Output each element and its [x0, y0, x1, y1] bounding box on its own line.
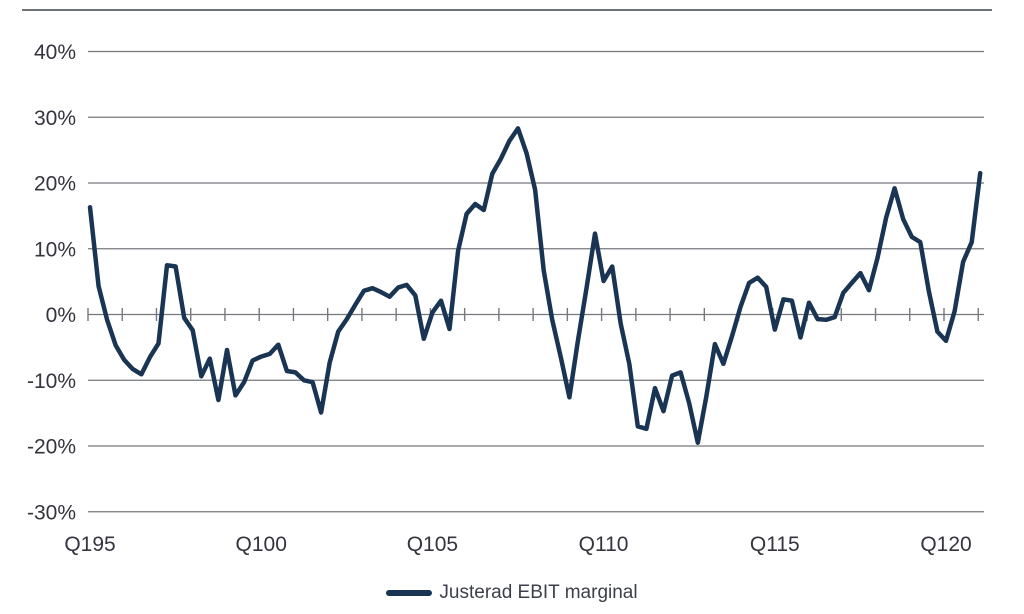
y-axis-label: -20%: [27, 436, 76, 459]
chart-legend: Justerad EBIT marginal: [0, 581, 1024, 605]
x-axis-label: Q195: [64, 533, 115, 556]
x-axis-label: Q100: [236, 533, 287, 556]
y-axis-label: -30%: [27, 501, 76, 524]
x-axis-label: Q105: [407, 533, 458, 556]
x-axis-label: Q120: [920, 533, 971, 556]
y-axis-label: 0%: [46, 304, 76, 327]
legend-label: Justerad EBIT marginal: [439, 582, 638, 603]
x-axis-label: Q115: [750, 533, 800, 556]
y-axis-label: -10%: [27, 370, 76, 393]
y-axis-label: 20%: [34, 173, 76, 196]
legend-line-swatch: [386, 590, 433, 596]
x-axis-label: Q110: [579, 533, 629, 556]
y-axis-label: 40%: [34, 41, 76, 64]
y-axis-label: 30%: [34, 107, 76, 130]
y-axis-label: 10%: [34, 238, 76, 261]
series-line-justerad-ebit-marginal: [87, 126, 983, 445]
